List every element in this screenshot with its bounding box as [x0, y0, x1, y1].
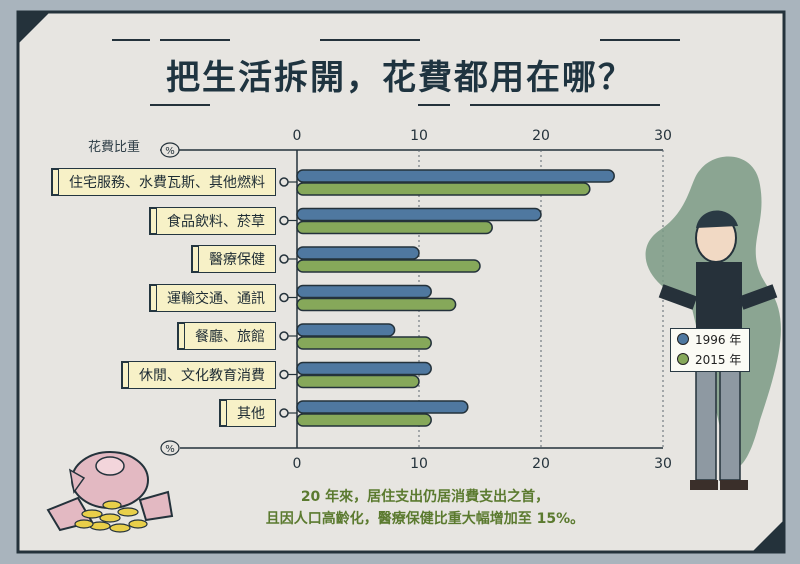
footnote-line-2: 且因人口高齡化，醫療保健比重大幅增加至 15%。	[265, 511, 585, 527]
bar-1996	[296, 361, 432, 376]
footnote-line-1: 20 年來，居住支出仍居消費支出之首，	[300, 489, 550, 505]
category-label: 餐廳、旅館	[184, 322, 276, 350]
footnote: 20 年來，居住支出仍居消費支出之首， 且因人口高齡化，醫療保健比重大幅增加至 …	[210, 486, 640, 530]
legend-label-1996: 1996 年	[695, 332, 742, 347]
title-decoration	[112, 39, 680, 106]
tick-label-top: 30	[654, 128, 672, 144]
tick-label-bottom: 10	[410, 456, 428, 472]
bar-1996	[296, 400, 469, 414]
legend-swatch-1996	[677, 333, 689, 345]
worried-man-illustration	[645, 156, 781, 490]
chart-legend: 1996 年 2015 年	[670, 328, 750, 372]
category-connector	[279, 177, 289, 187]
bar-1996	[296, 323, 396, 337]
category-label: 住宅服務、水費瓦斯、其他燃料	[58, 168, 276, 196]
poster-panel	[16, 10, 786, 554]
percent-badge	[160, 440, 180, 456]
tick-label-top: 10	[410, 128, 428, 144]
broken-piggy-bank-illustration	[46, 451, 174, 533]
category-connector	[279, 215, 289, 226]
bar-2015	[296, 374, 420, 389]
bar-1996	[296, 169, 615, 183]
bar-2015	[296, 297, 457, 312]
bar-2015	[296, 336, 432, 350]
tick-label-top: 20	[532, 128, 550, 144]
tick-label-top: 0	[293, 128, 302, 144]
category-connector	[279, 369, 289, 380]
tick-label-bottom: 20	[532, 456, 550, 472]
legend-swatch-2015	[677, 353, 689, 365]
legend-label-2015: 2015 年	[695, 352, 742, 367]
percent-symbol: %	[165, 146, 175, 157]
category-label: 運輸交通、通訊	[156, 283, 276, 312]
percent-symbol: %	[165, 444, 175, 455]
category-connector	[279, 408, 289, 418]
bar-1996	[296, 207, 542, 222]
category-connector	[279, 254, 289, 264]
bar-2015	[296, 413, 432, 427]
axis-unit-label: 花費比重	[88, 140, 141, 155]
category-connector	[279, 331, 289, 341]
corner-bottom-right	[752, 520, 784, 552]
bar-2015	[296, 220, 493, 235]
legend-item-2015: 2015 年	[671, 349, 749, 369]
page-title: 把生活拆開，花費都用在哪？	[166, 58, 634, 98]
category-label: 醫療保健	[198, 245, 276, 273]
bar-2015	[296, 259, 481, 273]
bar-1996	[296, 284, 432, 299]
category-label: 休閒、文化教育消費	[128, 360, 276, 389]
bar-1996	[296, 246, 420, 260]
bar-2015	[296, 182, 591, 196]
category-label: 其他	[226, 399, 276, 427]
tick-label-bottom: 0	[293, 456, 302, 472]
legend-item-1996: 1996 年	[671, 329, 749, 349]
category-label: 食品飲料、菸草	[156, 206, 276, 235]
corner-top-left	[18, 12, 50, 44]
percent-badge	[160, 142, 180, 158]
tick-label-bottom: 30	[654, 456, 672, 472]
category-connector	[279, 292, 289, 303]
